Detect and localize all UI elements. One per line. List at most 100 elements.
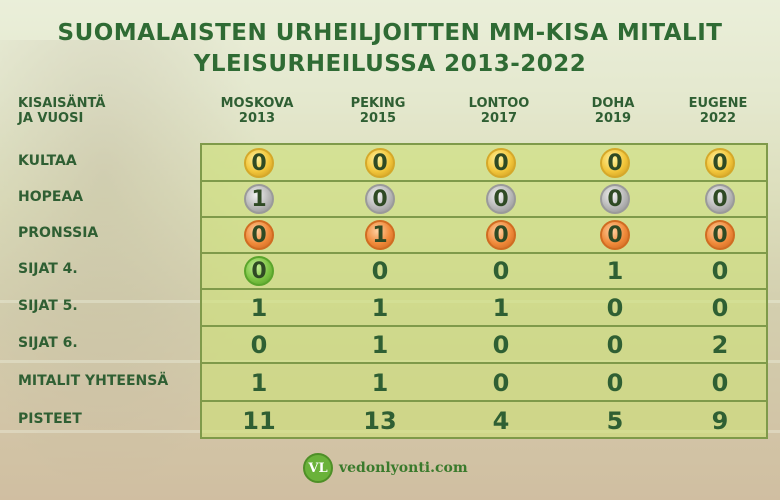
cell-value: 4: [492, 407, 510, 435]
table-cell: 0: [239, 145, 279, 181]
gold-medal-icon: 0: [600, 148, 630, 178]
cell-value: 1: [250, 369, 268, 397]
cell-value: 1: [371, 294, 389, 322]
table-cell: 1: [481, 290, 521, 326]
column-header: MOSKOVA 2013: [202, 96, 312, 126]
title-line-1: SUOMALAISTEN URHEILJOITTEN MM-KISA MITAL…: [57, 20, 723, 46]
table-cell: 0: [595, 290, 635, 326]
silver-medal-icon: 0: [486, 184, 516, 214]
bronze-medal-icon: 0: [705, 220, 735, 250]
table-cell: 0: [700, 181, 740, 217]
cell-value: 0: [606, 331, 624, 359]
table-cell: 1: [360, 365, 400, 401]
table-row: [202, 145, 766, 182]
cell-value: 0: [371, 257, 389, 285]
silver-medal-icon: 0: [705, 184, 735, 214]
silver-medal-icon: 1: [244, 184, 274, 214]
table-cell: 0: [700, 290, 740, 326]
table-row: [202, 217, 766, 254]
table-cell: 0: [700, 365, 740, 401]
cell-value: 0: [711, 257, 729, 285]
table-cell: 1: [239, 290, 279, 326]
cell-value: 0: [711, 294, 729, 322]
column-header: LONTOO 2017: [444, 96, 554, 126]
table-cell: 1: [360, 327, 400, 363]
table-cell: 4: [481, 403, 521, 439]
bronze-medal-icon: 0: [486, 220, 516, 250]
green-medal-icon: 0: [244, 256, 274, 286]
row-label: PISTEET: [18, 411, 82, 427]
cell-value: 0: [492, 257, 510, 285]
table-row: [202, 327, 766, 364]
table-row: [202, 253, 766, 290]
column-header: DOHA 2019: [558, 96, 668, 126]
table-cell: 1: [239, 181, 279, 217]
silver-medal-icon: 0: [365, 184, 395, 214]
table-cell: 0: [481, 327, 521, 363]
column-header-city: LONTOO: [468, 96, 530, 111]
cell-value: 0: [606, 294, 624, 322]
bronze-medal-icon: 0: [244, 220, 274, 250]
table-cell: 0: [481, 145, 521, 181]
table-cell: 0: [700, 145, 740, 181]
bronze-medal-icon: 1: [365, 220, 395, 250]
row-label: SIJAT 6.: [18, 335, 78, 351]
table-cell: 0: [239, 253, 279, 289]
medal-table-grid: 0 0 0 0 0 1 0 0 0 0 0 1 0 0 0 0 0 0 1 0 1 1 1 0 0 0 1 0 0 2 1 1 0 0 0 11 13 4…: [200, 143, 768, 439]
table-cell: 0: [239, 217, 279, 253]
gold-medal-icon: 0: [244, 148, 274, 178]
table-cell: 0: [700, 217, 740, 253]
cell-value: 1: [371, 331, 389, 359]
table-cell: 0: [360, 181, 400, 217]
column-header-city: MOSKOVA: [220, 96, 294, 111]
table-cell: 0: [595, 327, 635, 363]
table-cell: 0: [481, 217, 521, 253]
brand-logo[interactable]: VL vedonlyonti.com: [303, 453, 468, 483]
silver-medal-icon: 0: [600, 184, 630, 214]
table-cell: 1: [595, 253, 635, 289]
bronze-medal-icon: 0: [600, 220, 630, 250]
table-cell: 1: [239, 365, 279, 401]
logo-badge-icon: VL: [303, 453, 333, 483]
table-row: [202, 365, 766, 402]
table-cell: 0: [360, 145, 400, 181]
cell-value: 0: [606, 369, 624, 397]
logo-text: vedonlyonti.com: [339, 460, 468, 476]
table-cell: 0: [481, 365, 521, 401]
gold-medal-icon: 0: [486, 148, 516, 178]
row-header-label-line-1: KISAISÄNTÄ: [18, 96, 106, 111]
cell-value: 0: [250, 331, 268, 359]
cell-value: 0: [711, 369, 729, 397]
table-cell: 0: [595, 217, 635, 253]
column-header-year: 2017: [480, 111, 518, 126]
table-row: [202, 290, 766, 327]
row-label: PRONSSIA: [18, 225, 99, 241]
row-label: HOPEAA: [18, 189, 84, 205]
cell-value: 0: [492, 331, 510, 359]
column-header-year: 2019: [594, 111, 632, 126]
table-cell: 13: [360, 403, 400, 439]
column-header-city: EUGENE: [688, 96, 748, 111]
row-header-label-line-2: JA VUOSI: [18, 111, 84, 126]
gold-medal-icon: 0: [365, 148, 395, 178]
column-header-city: DOHA: [591, 96, 635, 111]
table-cell: 1: [360, 217, 400, 253]
table-cell: 2: [700, 327, 740, 363]
column-header-year: 2022: [699, 111, 737, 126]
table-row: [202, 181, 766, 218]
table-cell: 9: [700, 403, 740, 439]
table-cell: 0: [595, 145, 635, 181]
column-header-year: 2013: [238, 111, 276, 126]
chart-title: SUOMALAISTEN URHEILJOITTEN MM-KISA MITAL…: [0, 18, 780, 80]
cell-value: 5: [606, 407, 624, 435]
row-label: KULTAA: [18, 153, 77, 169]
column-header-year: 2015: [359, 111, 397, 126]
table-cell: 1: [360, 290, 400, 326]
cell-value: 0: [492, 369, 510, 397]
row-header-label: KISAISÄNTÄ JA VUOSI: [18, 96, 105, 126]
cell-value: 11: [242, 407, 276, 435]
table-cell: 0: [700, 253, 740, 289]
table-cell: 0: [595, 365, 635, 401]
row-label: MITALIT YHTEENSÄ: [18, 373, 169, 389]
column-header: EUGENE 2022: [663, 96, 773, 126]
